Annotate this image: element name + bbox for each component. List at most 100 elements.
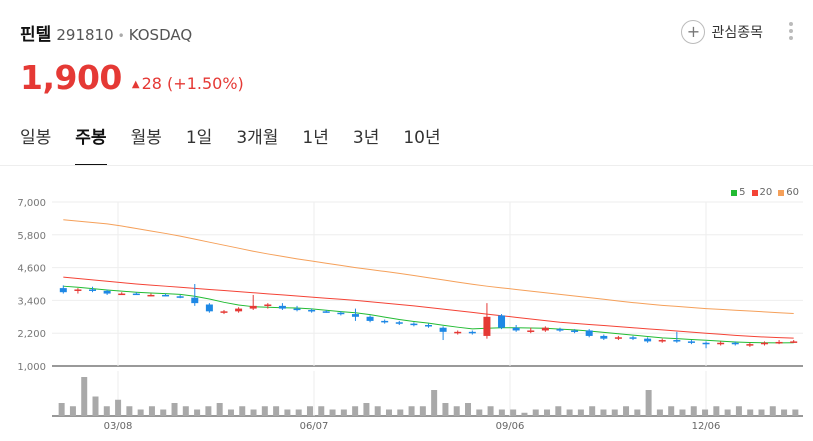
candle-body — [541, 327, 549, 331]
volume-bar — [329, 409, 336, 416]
volume-bar — [600, 409, 607, 416]
candle-body — [220, 311, 228, 313]
x-tick-label: 06/07 — [300, 421, 329, 430]
plus-icon: + — [681, 20, 706, 44]
candle-body — [702, 342, 710, 345]
candle-body — [205, 304, 213, 312]
candle-body — [59, 288, 67, 293]
period-tabs: 일봉 주봉 월봉 1일 3개월 1년 3년 10년 — [20, 123, 465, 166]
y-tick-label: 5,800 — [17, 231, 46, 242]
tab-5[interactable]: 1년 — [302, 128, 329, 148]
y-tick-label: 3,400 — [17, 296, 46, 307]
ma5-line — [63, 285, 794, 344]
y-tick-label: 2,200 — [17, 329, 46, 340]
tab-3[interactable]: 1일 — [185, 128, 213, 148]
stock-chart[interactable]: 7,000 5,800 4,600 3,400 2,200 1,000 03/08 06/07… — [0, 180, 813, 430]
volume-bar — [239, 406, 246, 416]
volume-bar — [781, 409, 788, 416]
candle-body — [191, 297, 199, 304]
volume-bar — [92, 396, 99, 416]
candle-body — [600, 335, 608, 339]
volume-bar — [363, 403, 370, 416]
volume-bar — [306, 406, 313, 416]
volume-bar — [126, 406, 133, 416]
volume-bar — [532, 409, 539, 416]
candle-body — [614, 337, 622, 339]
volume-bar — [227, 409, 234, 416]
volume-bar — [295, 409, 302, 416]
tab-2[interactable]: 월봉 — [130, 128, 162, 148]
y-tick-label: 4,600 — [17, 264, 46, 275]
candle-body — [585, 330, 593, 336]
stock-header: 핀텔 291810 • KOSDAQ + 관심종목 — [20, 20, 793, 50]
tab-4[interactable]: 3개월 — [236, 128, 279, 148]
legend-item-60: 60 — [778, 187, 799, 198]
volume-bar — [408, 406, 415, 416]
candle-body — [571, 330, 579, 332]
candle-body — [454, 331, 462, 334]
volume-bar — [148, 406, 155, 416]
volume-bar — [589, 406, 596, 416]
candle-body — [556, 329, 564, 331]
volume-bar — [645, 390, 652, 416]
favorite-button[interactable]: + 관심종목 — [681, 20, 763, 44]
legend-swatch — [731, 189, 738, 196]
volume-bar — [318, 406, 325, 416]
legend-label: 5 — [739, 187, 746, 198]
x-tick-label: 09/06 — [496, 421, 525, 430]
candle-body — [395, 322, 403, 324]
volume-bar — [453, 406, 460, 416]
legend-item-5: 5 — [731, 187, 746, 198]
tab-1[interactable]: 주봉 — [75, 123, 107, 166]
price-row: 1,900 ▲ 28 (+1.50%) — [20, 58, 244, 97]
candle-body — [410, 323, 418, 326]
candle-body — [468, 331, 476, 334]
candle-body — [103, 290, 111, 294]
volume-bar — [713, 406, 720, 416]
tab-0[interactable]: 일봉 — [20, 128, 52, 148]
legend-swatch — [751, 189, 758, 196]
volume-bar — [171, 403, 178, 416]
volume-bar — [385, 409, 392, 416]
volume-bar — [758, 409, 765, 416]
candle-body — [483, 316, 491, 336]
volume-bar — [182, 406, 189, 416]
candle-body — [512, 327, 520, 331]
volume-bar — [273, 406, 280, 416]
stock-code: 291810 — [56, 26, 114, 44]
candle-body — [264, 304, 272, 306]
tab-6[interactable]: 3년 — [352, 128, 380, 148]
tab-7[interactable]: 10년 — [403, 128, 441, 148]
volume-bar — [442, 403, 449, 416]
legend-item-20: 20 — [751, 187, 772, 198]
ma20-line — [63, 276, 794, 339]
volume-bar — [431, 390, 438, 416]
favorite-label: 관심종목 — [711, 25, 763, 41]
volume-bar — [419, 406, 426, 416]
volume-bar — [611, 409, 618, 416]
volume-bar — [668, 406, 675, 416]
candle-body — [89, 289, 97, 291]
volume-bar — [103, 406, 110, 416]
change-percent: (+1.50%) — [167, 74, 244, 93]
volume-bar — [792, 409, 799, 416]
candle-body — [439, 327, 447, 332]
candle-body — [322, 311, 330, 313]
stock-name: 핀텔 — [20, 25, 52, 45]
candle-body — [717, 342, 725, 345]
volume-bar — [69, 406, 76, 416]
candle-body — [527, 330, 535, 332]
volume-bar — [510, 409, 517, 416]
more-options-icon[interactable] — [789, 22, 793, 40]
candle-body — [673, 340, 681, 342]
candle-body — [351, 314, 359, 317]
volume-bar — [205, 406, 212, 416]
volume-bar — [374, 406, 381, 416]
candle-body — [74, 289, 82, 291]
candle-body — [498, 315, 506, 328]
volume-bar — [623, 406, 630, 416]
volume-bar — [702, 409, 709, 416]
candle-body — [644, 338, 652, 342]
volume-bar — [634, 409, 641, 416]
volume-bar — [250, 409, 257, 416]
